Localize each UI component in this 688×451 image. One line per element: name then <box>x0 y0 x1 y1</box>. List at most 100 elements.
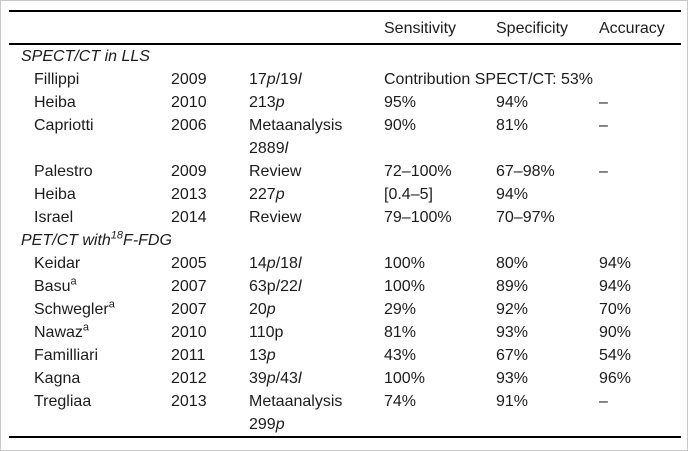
study-cell: 110p <box>249 323 284 341</box>
specificity-header: Specificity <box>496 19 569 37</box>
table-row: Israel 2014 Review 79–100% 70–97% <box>9 206 681 229</box>
author-cell: Tregliaa <box>34 392 92 410</box>
specificity-cell: 92% <box>496 300 529 318</box>
accuracy-cell: 96% <box>599 369 632 387</box>
sensitivity-cell: 29% <box>384 300 417 318</box>
sensitivity-cell: 79–100% <box>384 208 452 226</box>
specificity-cell: 80% <box>496 254 529 272</box>
sensitivity-cell: 100% <box>384 277 425 295</box>
study-cell: 39p/43l <box>249 369 302 387</box>
accuracy-cell <box>599 183 681 206</box>
accuracy-cell: 54% <box>599 346 632 364</box>
year-cell: 2010 <box>171 93 207 111</box>
author-cell: Palestro <box>34 162 93 180</box>
accuracy-cell: 90% <box>599 323 632 341</box>
sensitivity-cell: [0.4–5] <box>384 185 433 203</box>
sensitivity-cell: 95% <box>384 93 417 111</box>
sensitivity-header: Sensitivity <box>384 19 457 37</box>
study-cell: 227p <box>249 185 285 203</box>
table-top-rule <box>9 10 681 12</box>
table-header-row: Sensitivity Specificity Accuracy <box>9 12 681 43</box>
study-cell: Metaanalysis 2889l <box>249 116 343 157</box>
author-cell: Familliari <box>34 346 98 364</box>
table-row: Schweglera 2007 20p 29% 92% 70% <box>9 298 681 321</box>
specificity-cell: 93% <box>496 323 529 341</box>
year-cell: 2013 <box>171 185 207 203</box>
accuracy-cell: – <box>599 93 608 111</box>
year-cell: 2007 <box>171 277 207 295</box>
year-cell: 2009 <box>171 70 207 88</box>
accuracy-cell: – <box>599 116 608 134</box>
year-cell: 2011 <box>171 346 206 364</box>
study-header <box>249 26 384 29</box>
table-bottom-rule <box>9 435 681 438</box>
author-cell: Capriotti <box>34 116 94 134</box>
sensitivity-cell: 43% <box>384 346 417 364</box>
table-row: Basua 2007 63p/22l 100% 89% 94% <box>9 275 681 298</box>
section-heading: PET/CT with18F-FDG <box>21 229 172 249</box>
specificity-cell: 67–98% <box>496 162 555 180</box>
specificity-cell: 89% <box>496 277 529 295</box>
sensitivity-cell: 74% <box>384 392 417 410</box>
year-cell: 2010 <box>171 323 207 341</box>
table-row: Capriotti 2006 Metaanalysis 2889l 90% 81% – <box>9 114 681 160</box>
author-cell: Fillippi <box>34 70 80 88</box>
specificity-cell: 94% <box>496 93 529 111</box>
sensitivity-cell: 100% <box>384 254 425 272</box>
study-cell: Review <box>249 162 302 180</box>
accuracy-cell: 94% <box>599 254 632 272</box>
accuracy-cell <box>599 68 681 91</box>
author-header <box>9 26 171 29</box>
table-row: Tregliaa 2013 Metaanalysis 299p 74% 91% – <box>9 390 681 436</box>
author-cell: Heiba <box>34 185 76 203</box>
specificity-cell: 70–97% <box>496 208 555 226</box>
year-cell: 2014 <box>171 208 207 226</box>
study-cell: 17p/19l <box>249 70 302 88</box>
accuracy-cell: – <box>599 162 608 180</box>
author-cell: Israel <box>34 208 74 226</box>
specificity-cell: 94% <box>496 185 529 203</box>
study-cell: 213p <box>249 93 285 111</box>
sensitivity-cell: 81% <box>384 323 417 341</box>
table-row: Fillippi 2009 17p/19l Contribution SPECT/CT… <box>9 68 681 91</box>
specificity-cell: 67% <box>496 346 529 364</box>
table-row: Nawaza 2010 110p 81% 93% 90% <box>9 321 681 344</box>
accuracy-cell: – <box>599 392 608 410</box>
accuracy-cell <box>599 206 681 229</box>
section-heading: SPECT/CT in LLS <box>21 47 150 65</box>
specificity-cell: 81% <box>496 116 529 134</box>
sensitivity-cell: 100% <box>384 369 425 387</box>
author-cell: Nawaza <box>34 321 90 341</box>
study-cell: Metaanalysis 299p <box>249 392 343 433</box>
sensitivity-cell: 72–100% <box>384 162 452 180</box>
table-header-rule <box>9 42 681 45</box>
year-cell: 2013 <box>171 392 207 410</box>
table-row: Palestro 2009 Review 72–100% 67–98% – <box>9 160 681 183</box>
author-cell: Keidar <box>34 254 81 272</box>
year-cell: 2007 <box>171 300 207 318</box>
author-cell: Kagna <box>34 369 81 387</box>
accuracy-cell: 70% <box>599 300 632 318</box>
table-row: Kagna 2012 39p/43l 100% 93% 96% <box>9 367 681 390</box>
specificity-cell: 93% <box>496 369 529 387</box>
study-cell: 63p/22l <box>249 277 302 295</box>
sensitivity-cell: 90% <box>384 116 417 134</box>
accuracy-cell: 94% <box>599 277 632 295</box>
study-cell: 13p <box>249 346 276 364</box>
study-cell: 20p <box>249 300 276 318</box>
author-cell: Schweglera <box>34 298 115 318</box>
year-cell: 2009 <box>171 162 207 180</box>
table-row: Familliari 2011 13p 43% 67% 54% <box>9 344 681 367</box>
table-row: Heiba 2010 213p 95% 94% – <box>9 91 681 114</box>
year-cell: 2012 <box>171 369 207 387</box>
study-cell: Review <box>249 208 302 226</box>
year-cell: 2006 <box>171 116 207 134</box>
table-row: Keidar 2005 14p/18l 100% 80% 94% <box>9 252 681 275</box>
table-container: Sensitivity Specificity Accuracy SPECT/C… <box>1 1 687 438</box>
year-header <box>171 26 249 29</box>
study-cell: 14p/18l <box>249 254 302 272</box>
accuracy-header: Accuracy <box>599 19 665 37</box>
author-cell: Heiba <box>34 93 76 111</box>
table-body: SPECT/CT in LLS Fillippi 2009 17p/19l Contri… <box>1 45 687 436</box>
